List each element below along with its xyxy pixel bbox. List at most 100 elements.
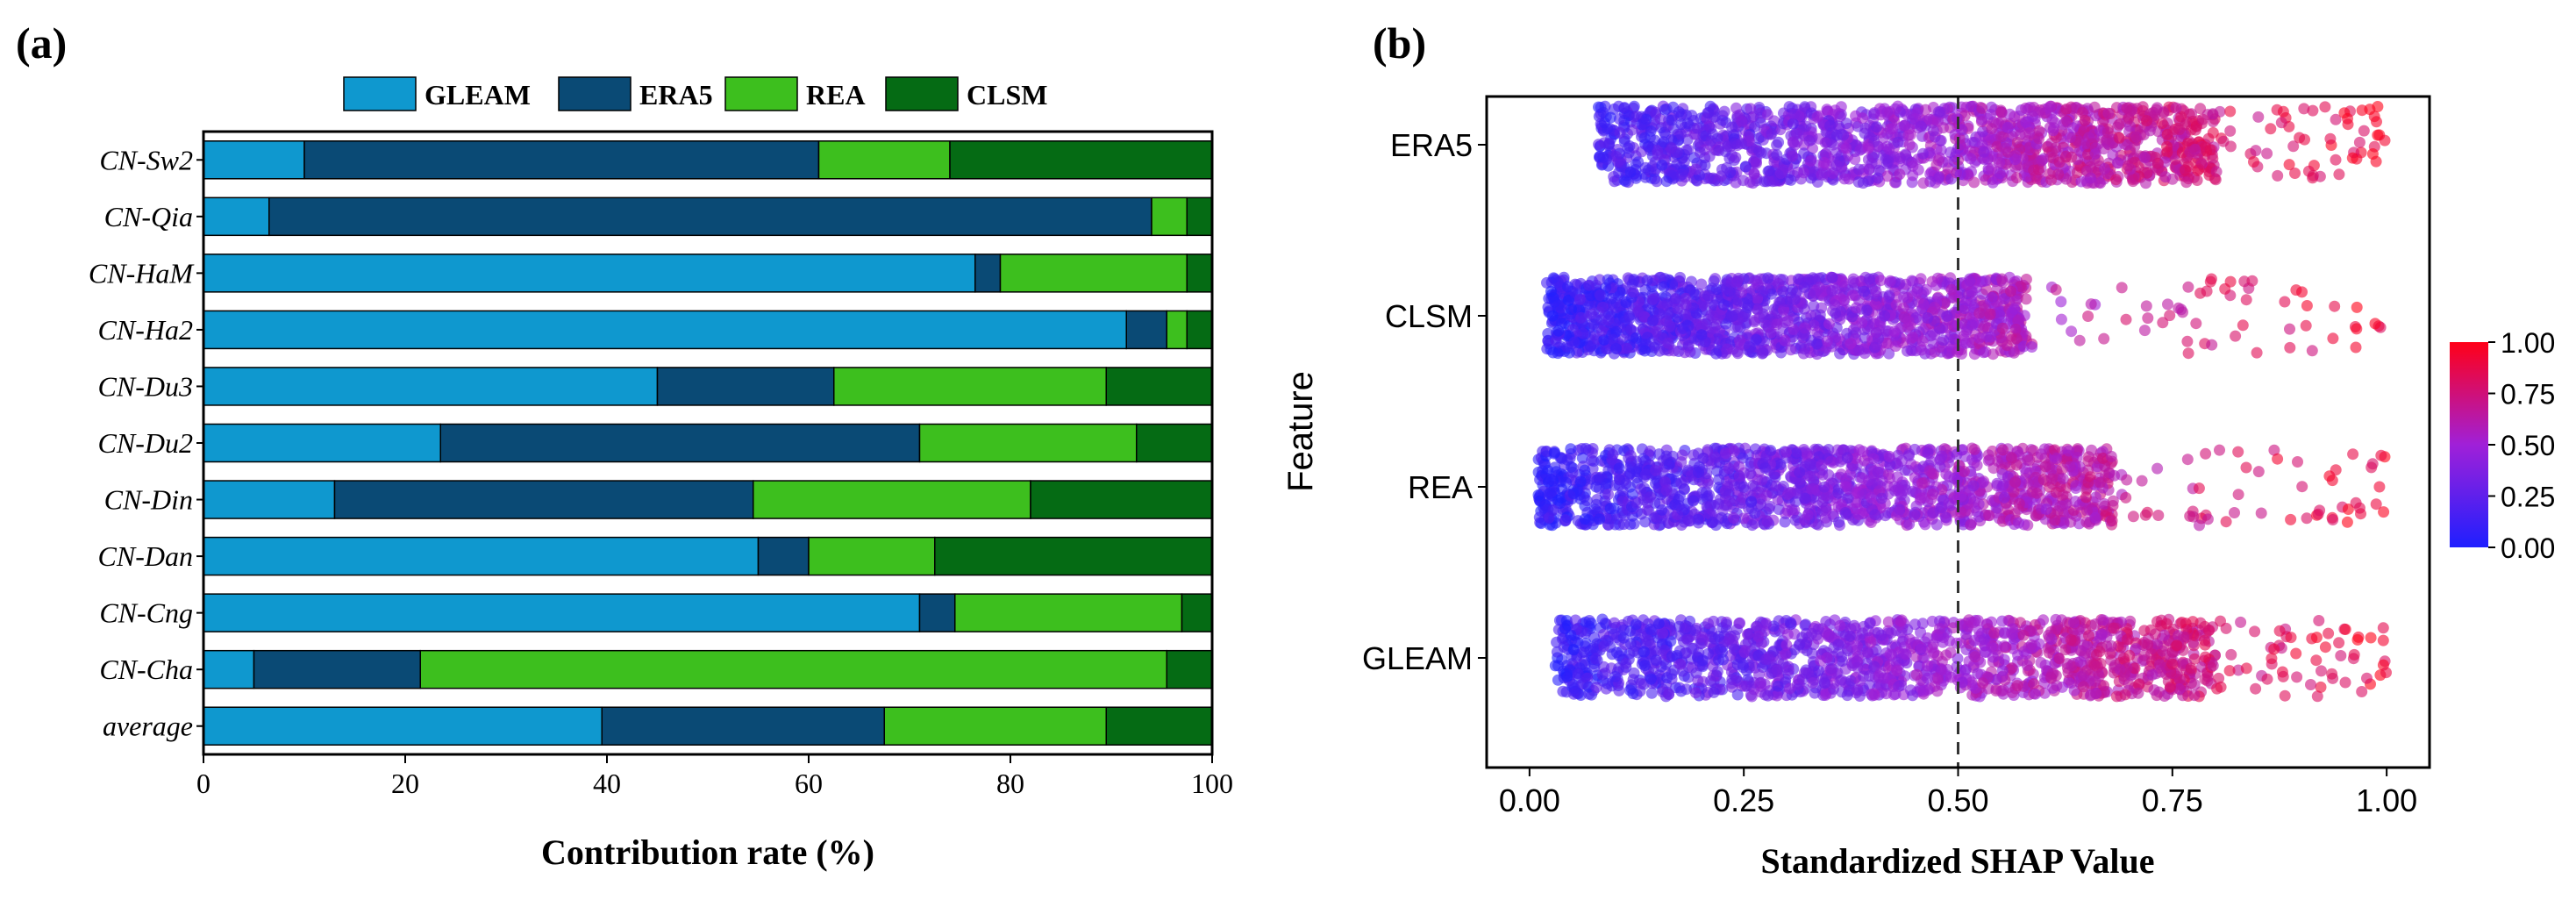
shap-point-CLSM: [1779, 334, 1791, 346]
shap-point-ERA5: [2272, 169, 2284, 182]
shap-point-CLSM: [1870, 339, 1882, 350]
shap-point-ERA5: [1985, 108, 1997, 120]
shap-point-CLSM: [2138, 325, 2151, 337]
shap-point-REA: [2255, 507, 2267, 519]
bar-CN-Du2-REA: [918, 423, 1138, 463]
bar-average-CLSM: [1105, 706, 1213, 746]
shap-point-REA: [1641, 504, 1653, 516]
shap-point-ERA5: [1791, 127, 1803, 139]
shap-point-ERA5: [1995, 106, 2008, 118]
shap-point-CLSM: [1717, 299, 1730, 311]
shap-point-REA: [1831, 444, 1844, 456]
shap-point-ERA5: [1702, 107, 1714, 119]
x-tick-label-40: 40: [593, 768, 621, 799]
shap-point-ERA5: [2036, 154, 2048, 167]
x-tick-label-60: 60: [795, 768, 823, 799]
shap-point-REA: [2006, 452, 2017, 464]
shap-point-ERA5: [2049, 117, 2061, 129]
shap-point-REA: [1544, 487, 1556, 499]
shap-point-ERA5: [2028, 105, 2040, 118]
panel-a-legend: GLEAM ERA5 REA CLSM: [343, 76, 1047, 111]
shap-point-ERA5: [2204, 144, 2216, 156]
shap-point-ERA5: [2324, 132, 2337, 145]
bar-CN-Din-ERA5: [333, 480, 754, 519]
shap-point-REA: [2184, 510, 2196, 522]
shap-point-CLSM: [2026, 341, 2038, 353]
shap-point-REA: [2285, 513, 2297, 525]
shap-point-REA: [1749, 443, 1761, 455]
shap-point-REA: [2035, 448, 2047, 461]
shap-point-CLSM: [1985, 331, 1997, 343]
bar-CN-Qia-ERA5: [268, 196, 1152, 237]
bar-average-ERA5: [601, 706, 885, 746]
shap-point-CLSM: [1714, 309, 1726, 321]
shap-point-CLSM: [1929, 301, 1941, 313]
shap-point-CLSM: [2204, 275, 2216, 288]
shap-point-ERA5: [1881, 170, 1894, 182]
shap-point-ERA5: [1620, 175, 1631, 188]
shap-point-CLSM: [2162, 298, 2173, 311]
shap-point-REA: [1965, 518, 1977, 531]
shap-point-REA: [2121, 474, 2133, 486]
shap-point-REA: [2296, 481, 2308, 493]
shap-point-CLSM: [1701, 318, 1713, 330]
shap-point-REA: [1624, 449, 1637, 461]
shap-point-ERA5: [1631, 111, 1643, 122]
shap-point-REA: [1803, 458, 1816, 470]
shap-point-ERA5: [1739, 161, 1752, 173]
shap-point-CLSM: [1916, 335, 1929, 347]
shap-point-REA: [1997, 444, 2009, 456]
shap-point-REA: [1922, 447, 1934, 460]
shap-point-ERA5: [1995, 131, 2008, 143]
shap-point-REA: [2105, 450, 2117, 462]
shap-point-ERA5: [2072, 135, 2084, 147]
shap-point-REA: [1574, 475, 1587, 488]
shap-point-REA: [1688, 495, 1700, 507]
shap-point-REA: [1806, 482, 1817, 495]
shap-point-CLSM: [1684, 346, 1696, 358]
shap-point-CLSM: [2020, 293, 2032, 305]
shap-point-REA: [1734, 496, 1746, 509]
shap-point-CLSM: [2237, 319, 2249, 332]
shap-point-ERA5: [2184, 146, 2196, 158]
shap-point-CLSM: [2306, 345, 2318, 357]
shap-point-CLSM: [1917, 298, 1930, 311]
shap-point-ERA5: [1744, 176, 1756, 189]
shap-point-CLSM: [2055, 296, 2067, 308]
shap-point-REA: [2136, 475, 2148, 487]
shap-point-ERA5: [1752, 132, 1765, 145]
shap-point-ERA5: [1894, 168, 1906, 181]
shap-point-CLSM: [1621, 342, 1633, 354]
bar-average-REA: [883, 706, 1107, 746]
shap-point-ERA5: [2130, 131, 2143, 143]
shap-point-REA: [1869, 509, 1881, 521]
shap-point-CLSM: [1826, 271, 1838, 283]
shap-point-CLSM: [1699, 336, 1711, 348]
shap-point-REA: [2013, 497, 2025, 510]
shap-point-ERA5: [2077, 106, 2088, 118]
shap-point-REA: [2040, 504, 2052, 515]
shap-point-ERA5: [1824, 119, 1837, 132]
shap-point-ERA5: [2224, 105, 2237, 118]
bar-CN-Din-REA: [753, 480, 1031, 519]
shap-point-ERA5: [1986, 163, 1998, 175]
shap-point-CLSM: [1583, 279, 1595, 291]
shap-point-REA: [2220, 516, 2232, 528]
shap-point-ERA5: [1652, 148, 1664, 161]
shap-point-CLSM: [1980, 275, 1992, 287]
shap-point-CLSM: [1646, 293, 1659, 305]
shap-point-CLSM: [1575, 311, 1588, 324]
shap-point-ERA5: [2180, 118, 2192, 131]
shap-point-REA: [1930, 518, 1943, 531]
shap-point-REA: [2301, 512, 2313, 525]
shap-point-REA: [2009, 476, 2021, 489]
shap-point-ERA5: [1862, 154, 1874, 166]
panel-a-label: (a): [16, 18, 67, 68]
shap-point-ERA5: [2330, 113, 2342, 125]
shap-point-ERA5: [1818, 156, 1830, 168]
shap-point-REA: [1780, 446, 1792, 458]
shap-point-ERA5: [2127, 174, 2138, 185]
shap-point-REA: [1943, 471, 1955, 483]
shap-point-REA: [1545, 474, 1557, 485]
